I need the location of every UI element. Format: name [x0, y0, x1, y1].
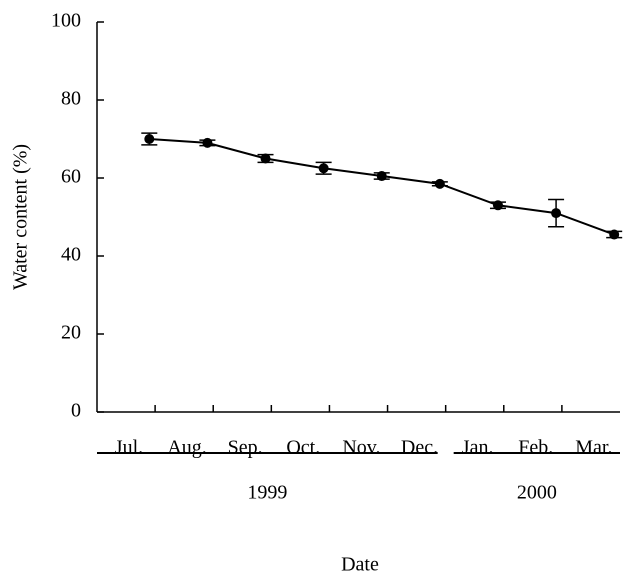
- y-tick-label: 20: [61, 322, 81, 344]
- x-tick-label: Aug.: [167, 437, 206, 459]
- y-axis-label: Water content (%): [10, 144, 32, 290]
- y-tick-label: 0: [71, 400, 81, 422]
- data-point: [492, 200, 503, 211]
- data-point: [551, 208, 562, 219]
- data-point: [260, 153, 271, 164]
- x-tick-label: Nov.: [342, 437, 380, 459]
- x-tick-label: Oct.: [286, 437, 320, 459]
- group-label: 1999: [247, 482, 287, 504]
- data-point: [202, 137, 213, 148]
- x-tick-label: Jul.: [115, 437, 143, 459]
- data-point: [318, 163, 329, 174]
- y-tick-label: 60: [61, 166, 81, 188]
- data-line: [149, 138, 615, 236]
- x-tick-label: Mar.: [575, 437, 612, 459]
- x-tick-label: Jan.: [462, 437, 494, 459]
- x-tick-label: Feb.: [518, 437, 553, 459]
- y-tick-label: 40: [61, 244, 81, 266]
- x-tick-label: Dec.: [401, 437, 438, 459]
- data-point: [376, 171, 387, 182]
- data-point: [434, 178, 445, 189]
- group-label: 2000: [517, 482, 557, 504]
- data-point: [144, 134, 155, 144]
- x-axis-label: Date: [341, 554, 379, 576]
- y-tick-label: 80: [61, 88, 81, 110]
- x-tick-label: Sep.: [228, 437, 263, 459]
- y-tick-label: 100: [51, 10, 81, 32]
- data-point: [609, 229, 620, 240]
